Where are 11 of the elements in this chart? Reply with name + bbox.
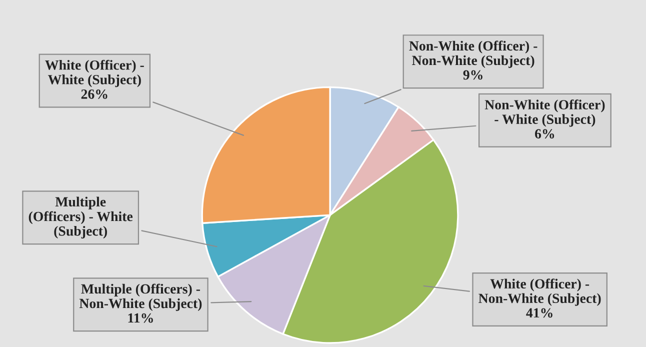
slice-label: White (Officer) - Non-White (Subject): [478, 278, 601, 306]
data-label: 11%: [128, 313, 153, 323]
slice-label: Non-White (Officer) - White (Subject): [484, 100, 605, 127]
slice-label: White (Officer) - White (Subject): [45, 60, 144, 88]
slice-label: Non-White (Officer) - Non-White (Subject): [409, 40, 538, 68]
slice-label: Multiple (Officers) - Non-White (Subject): [79, 284, 202, 311]
data-label: 9%: [463, 70, 482, 80]
data-label: 41%: [526, 308, 552, 318]
slice-label: Multiple (Officers) - White (Subject): [28, 196, 133, 239]
data-label: 26%: [81, 89, 108, 99]
data-label: 6%: [535, 129, 554, 139]
